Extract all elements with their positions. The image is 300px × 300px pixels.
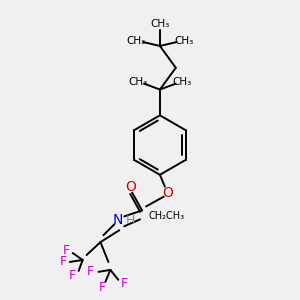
Text: N: N: [113, 213, 124, 227]
Text: CH₃: CH₃: [174, 36, 193, 46]
Text: F: F: [87, 266, 94, 278]
Text: CH₃: CH₃: [128, 76, 148, 87]
Text: H: H: [125, 214, 135, 227]
Text: F: F: [63, 244, 70, 256]
Text: F: F: [99, 281, 106, 294]
Text: CH₂CH₃: CH₂CH₃: [148, 212, 184, 221]
Text: CH₃: CH₃: [150, 19, 170, 29]
Text: F: F: [121, 277, 128, 290]
Text: O: O: [126, 180, 136, 194]
Text: F: F: [59, 256, 66, 268]
Text: CH₃: CH₃: [172, 76, 191, 87]
Text: F: F: [69, 269, 76, 282]
Text: CH₃: CH₃: [127, 36, 146, 46]
Text: O: O: [162, 186, 173, 200]
